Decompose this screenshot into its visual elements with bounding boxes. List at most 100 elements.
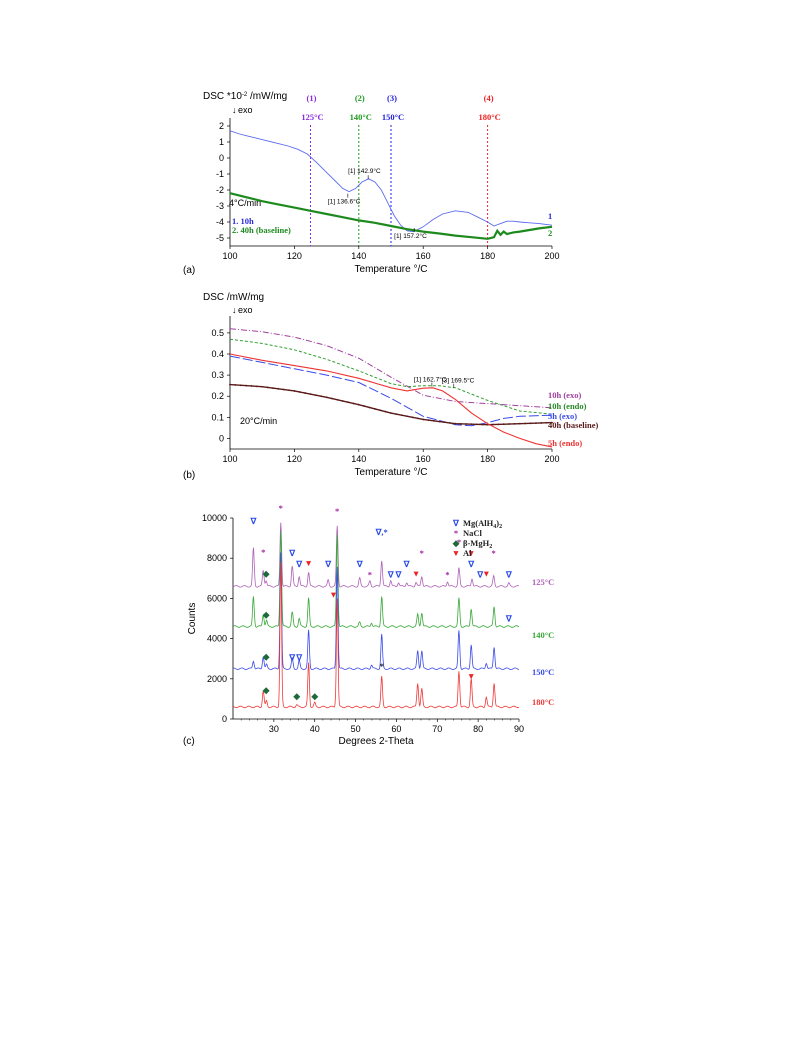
series-point <box>250 385 253 387</box>
y-tick-label: -4 <box>216 217 224 227</box>
x-tick-label: 180 <box>480 251 495 261</box>
y-tick-label: 0 <box>222 714 227 724</box>
annotation: [1] 157.2°C <box>394 232 427 240</box>
phase-marker: ∇ <box>476 569 484 579</box>
marker-temp: 150°C <box>382 112 404 122</box>
phase-marker: * <box>380 661 384 671</box>
y-tick-label: 10000 <box>202 513 227 523</box>
rate-label: 4°C/min <box>229 198 261 208</box>
xrd-pattern <box>232 552 519 671</box>
series-point <box>406 415 408 418</box>
y-axis-label: Counts <box>187 603 198 635</box>
series-line <box>229 130 553 233</box>
x-tick-label: 160 <box>416 251 431 261</box>
series-point <box>390 412 392 415</box>
legend-entry: 10h (exo) <box>548 390 581 400</box>
x-tick-label: 140 <box>351 454 366 464</box>
x-axis-label: Temperature °/C <box>355 467 428 478</box>
series-point <box>395 413 398 416</box>
marker-label: (2) <box>355 93 365 103</box>
phase-marker: ∇ <box>295 559 303 569</box>
series-point <box>298 391 301 393</box>
series-point <box>341 400 344 402</box>
x-tick-label: 90 <box>514 724 524 734</box>
y-axis-label: DSC /mW/mg <box>203 292 264 303</box>
series-point <box>272 387 274 390</box>
series-point <box>416 417 419 420</box>
series-point <box>320 395 323 398</box>
phase-marker: ▼ <box>412 568 420 578</box>
marker-temp: 180°C <box>478 112 500 122</box>
x-tick-label: 100 <box>222 454 237 464</box>
legend-entry: 10h (endo) <box>548 401 587 411</box>
series-point <box>304 392 307 394</box>
series-point <box>357 403 360 406</box>
y-tick-label: 2000 <box>207 674 227 684</box>
phase-marker: ∇ <box>288 548 296 558</box>
x-tick-label: 200 <box>544 251 559 261</box>
annotation: [1] 136.6°C <box>328 198 361 206</box>
phase-marker: ▼ <box>467 548 475 558</box>
series-point <box>309 393 312 396</box>
legend-entry: NaCl <box>463 528 483 538</box>
series-line <box>229 355 553 427</box>
legend-entry: Mg(AlH4)2 <box>463 518 502 530</box>
annotation: [3] 169.5°C <box>442 377 475 385</box>
legend-entry: 2. 40h (baseline) <box>232 225 291 235</box>
legend-entry: Al <box>463 548 472 558</box>
legend-sub: 4 <box>493 524 496 530</box>
series-point <box>336 398 339 401</box>
legend-symbol: ◆ <box>452 538 461 548</box>
legend-entry: 1. 10h <box>232 216 254 226</box>
series-point <box>352 402 355 405</box>
series-point <box>475 423 478 426</box>
series-point <box>449 422 451 424</box>
x-tick-label: 180 <box>480 454 495 464</box>
series-point <box>255 385 258 388</box>
phase-marker: ∇ <box>467 559 475 569</box>
series-point <box>481 423 484 426</box>
xrd-pattern <box>232 530 520 628</box>
series-label: 125°C <box>532 577 554 587</box>
series-point <box>545 421 548 424</box>
y-tick-label: -2 <box>216 185 224 195</box>
xrd-pattern <box>232 561 520 709</box>
series-end-label: 1 <box>548 211 552 221</box>
phase-marker: ∇ <box>403 559 411 569</box>
panel-label: (c) <box>183 736 195 747</box>
phase-marker: ▼ <box>304 558 312 568</box>
series-point <box>229 383 231 386</box>
y-axis-label-unit: /mW/mg <box>247 91 287 102</box>
series-point <box>384 410 387 413</box>
phase-marker: ◆ <box>262 685 271 695</box>
x-tick-label: 60 <box>391 724 401 734</box>
series-point <box>443 421 446 424</box>
legend-sub: 2 <box>489 544 492 550</box>
series-point <box>502 423 505 426</box>
series-point <box>551 421 553 424</box>
marker-label: (3) <box>387 93 397 103</box>
phase-marker: ∇ <box>288 653 296 663</box>
x-tick-label: 30 <box>269 724 279 734</box>
phase-marker: ◆ <box>262 568 271 578</box>
marker-temp: 140°C <box>350 112 372 122</box>
x-tick-label: 70 <box>432 724 442 734</box>
y-tick-label: 0 <box>219 153 224 163</box>
series-point <box>454 422 457 425</box>
series-line <box>229 338 553 415</box>
x-tick-label: 100 <box>222 251 237 261</box>
y-tick-label: 4000 <box>207 634 227 644</box>
y-tick-label: 0.1 <box>211 412 224 422</box>
phase-marker: ∇ <box>356 559 364 569</box>
legend-entry: 40h (baseline) <box>548 420 598 430</box>
series-point <box>427 419 430 422</box>
annotation: [1] 162.7°C <box>414 376 447 384</box>
series-point <box>293 390 296 392</box>
series-label: 150°C <box>532 667 554 677</box>
series-point <box>470 423 473 426</box>
series-point <box>314 394 317 397</box>
y-axis-label-main: DSC *10 <box>203 91 242 102</box>
x-tick-label: 160 <box>416 454 431 464</box>
series-point <box>368 406 371 409</box>
legend-text: Al <box>463 548 472 558</box>
